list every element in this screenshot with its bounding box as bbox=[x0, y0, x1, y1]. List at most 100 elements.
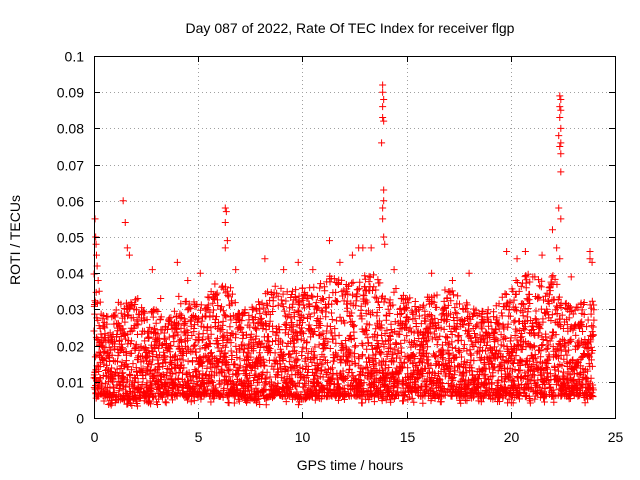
data-point bbox=[223, 237, 231, 245]
data-point bbox=[556, 255, 564, 263]
data-point bbox=[458, 353, 466, 361]
data-point bbox=[103, 312, 111, 320]
data-point bbox=[197, 301, 205, 309]
data-point bbox=[292, 383, 300, 391]
data-point bbox=[159, 393, 167, 401]
data-point bbox=[557, 168, 565, 176]
data-point bbox=[172, 313, 180, 321]
data-point bbox=[326, 278, 334, 286]
data-point bbox=[143, 316, 151, 324]
data-point bbox=[247, 353, 255, 361]
data-point bbox=[284, 330, 292, 338]
data-point bbox=[221, 244, 229, 252]
data-point bbox=[114, 357, 122, 365]
data-point bbox=[380, 233, 388, 241]
data-point bbox=[305, 366, 313, 374]
data-point bbox=[321, 343, 329, 351]
data-point bbox=[129, 360, 137, 368]
data-point bbox=[129, 314, 137, 322]
data-point bbox=[184, 357, 192, 365]
data-point bbox=[524, 304, 532, 312]
data-point bbox=[221, 350, 229, 358]
data-point bbox=[304, 294, 312, 302]
data-point bbox=[101, 324, 109, 332]
data-point bbox=[124, 363, 132, 371]
data-point bbox=[483, 309, 491, 317]
data-point bbox=[361, 275, 369, 283]
data-point bbox=[329, 371, 337, 379]
data-point bbox=[276, 326, 284, 334]
data-point bbox=[233, 354, 241, 362]
data-point bbox=[347, 348, 355, 356]
data-point bbox=[279, 339, 287, 347]
data-point bbox=[312, 369, 320, 377]
data-point bbox=[348, 251, 356, 259]
data-point bbox=[509, 399, 517, 407]
data-point bbox=[316, 315, 324, 323]
data-point bbox=[378, 139, 386, 147]
data-point bbox=[103, 361, 111, 369]
data-point bbox=[94, 276, 102, 284]
data-point bbox=[555, 132, 563, 140]
data-point bbox=[113, 365, 121, 373]
data-point bbox=[323, 359, 331, 367]
data-point bbox=[193, 315, 201, 323]
data-point bbox=[194, 367, 202, 375]
data-point bbox=[274, 379, 282, 387]
data-point bbox=[274, 371, 282, 379]
data-point bbox=[266, 317, 274, 325]
data-point bbox=[332, 288, 340, 296]
data-point bbox=[553, 244, 561, 252]
data-point bbox=[223, 329, 231, 337]
data-point bbox=[161, 352, 169, 360]
data-point bbox=[428, 269, 436, 277]
data-point bbox=[228, 299, 236, 307]
data-point bbox=[236, 362, 244, 370]
data-point bbox=[126, 371, 134, 379]
data-point bbox=[325, 294, 333, 302]
data-point bbox=[226, 312, 234, 320]
data-point bbox=[184, 344, 192, 352]
data-point bbox=[277, 296, 285, 304]
data-point bbox=[127, 337, 135, 345]
data-point bbox=[252, 325, 260, 333]
data-point bbox=[133, 306, 141, 314]
data-point bbox=[140, 308, 148, 316]
data-point bbox=[213, 313, 221, 321]
data-point bbox=[209, 378, 217, 386]
data-point bbox=[319, 329, 327, 337]
data-point bbox=[250, 339, 258, 347]
data-point bbox=[121, 219, 129, 227]
data-point bbox=[308, 358, 316, 366]
data-point bbox=[419, 399, 427, 407]
x-tick-label: 20 bbox=[504, 429, 520, 445]
data-point bbox=[217, 380, 225, 388]
data-point bbox=[269, 338, 277, 346]
data-point bbox=[349, 291, 357, 299]
data-point bbox=[158, 342, 166, 350]
data-point bbox=[198, 362, 206, 370]
data-point bbox=[321, 287, 329, 295]
data-point bbox=[328, 329, 336, 337]
data-point bbox=[256, 400, 264, 408]
data-point bbox=[567, 273, 575, 281]
data-point bbox=[298, 348, 306, 356]
data-point bbox=[348, 369, 356, 377]
data-point bbox=[252, 326, 260, 334]
data-point bbox=[361, 300, 369, 308]
data-point bbox=[556, 143, 564, 150]
data-point bbox=[180, 364, 188, 372]
data-point bbox=[112, 306, 120, 314]
data-point bbox=[282, 312, 290, 320]
data-point bbox=[188, 313, 196, 321]
x-tick-label: 0 bbox=[91, 429, 99, 445]
data-point bbox=[121, 318, 129, 326]
data-point bbox=[204, 293, 212, 301]
data-point bbox=[259, 369, 267, 377]
data-point bbox=[269, 294, 277, 302]
data-point bbox=[521, 247, 529, 255]
data-point bbox=[128, 349, 136, 357]
data-point bbox=[204, 301, 212, 309]
data-point bbox=[274, 292, 282, 300]
